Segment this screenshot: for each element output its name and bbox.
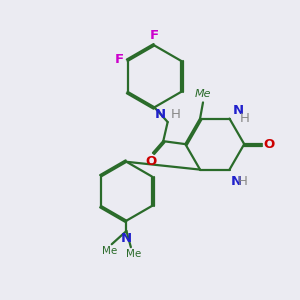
- Text: N: N: [155, 108, 166, 121]
- Text: Me: Me: [126, 249, 141, 259]
- Text: H: H: [240, 112, 250, 125]
- Text: N: N: [231, 175, 242, 188]
- Text: O: O: [263, 138, 274, 151]
- Text: H: H: [238, 175, 248, 188]
- Text: N: N: [121, 232, 132, 245]
- Text: F: F: [115, 53, 124, 66]
- Text: N: N: [233, 104, 244, 117]
- Text: F: F: [150, 29, 159, 42]
- Text: H: H: [171, 108, 181, 121]
- Text: Me: Me: [102, 246, 117, 256]
- Text: Me: Me: [195, 89, 211, 100]
- Text: O: O: [145, 155, 156, 168]
